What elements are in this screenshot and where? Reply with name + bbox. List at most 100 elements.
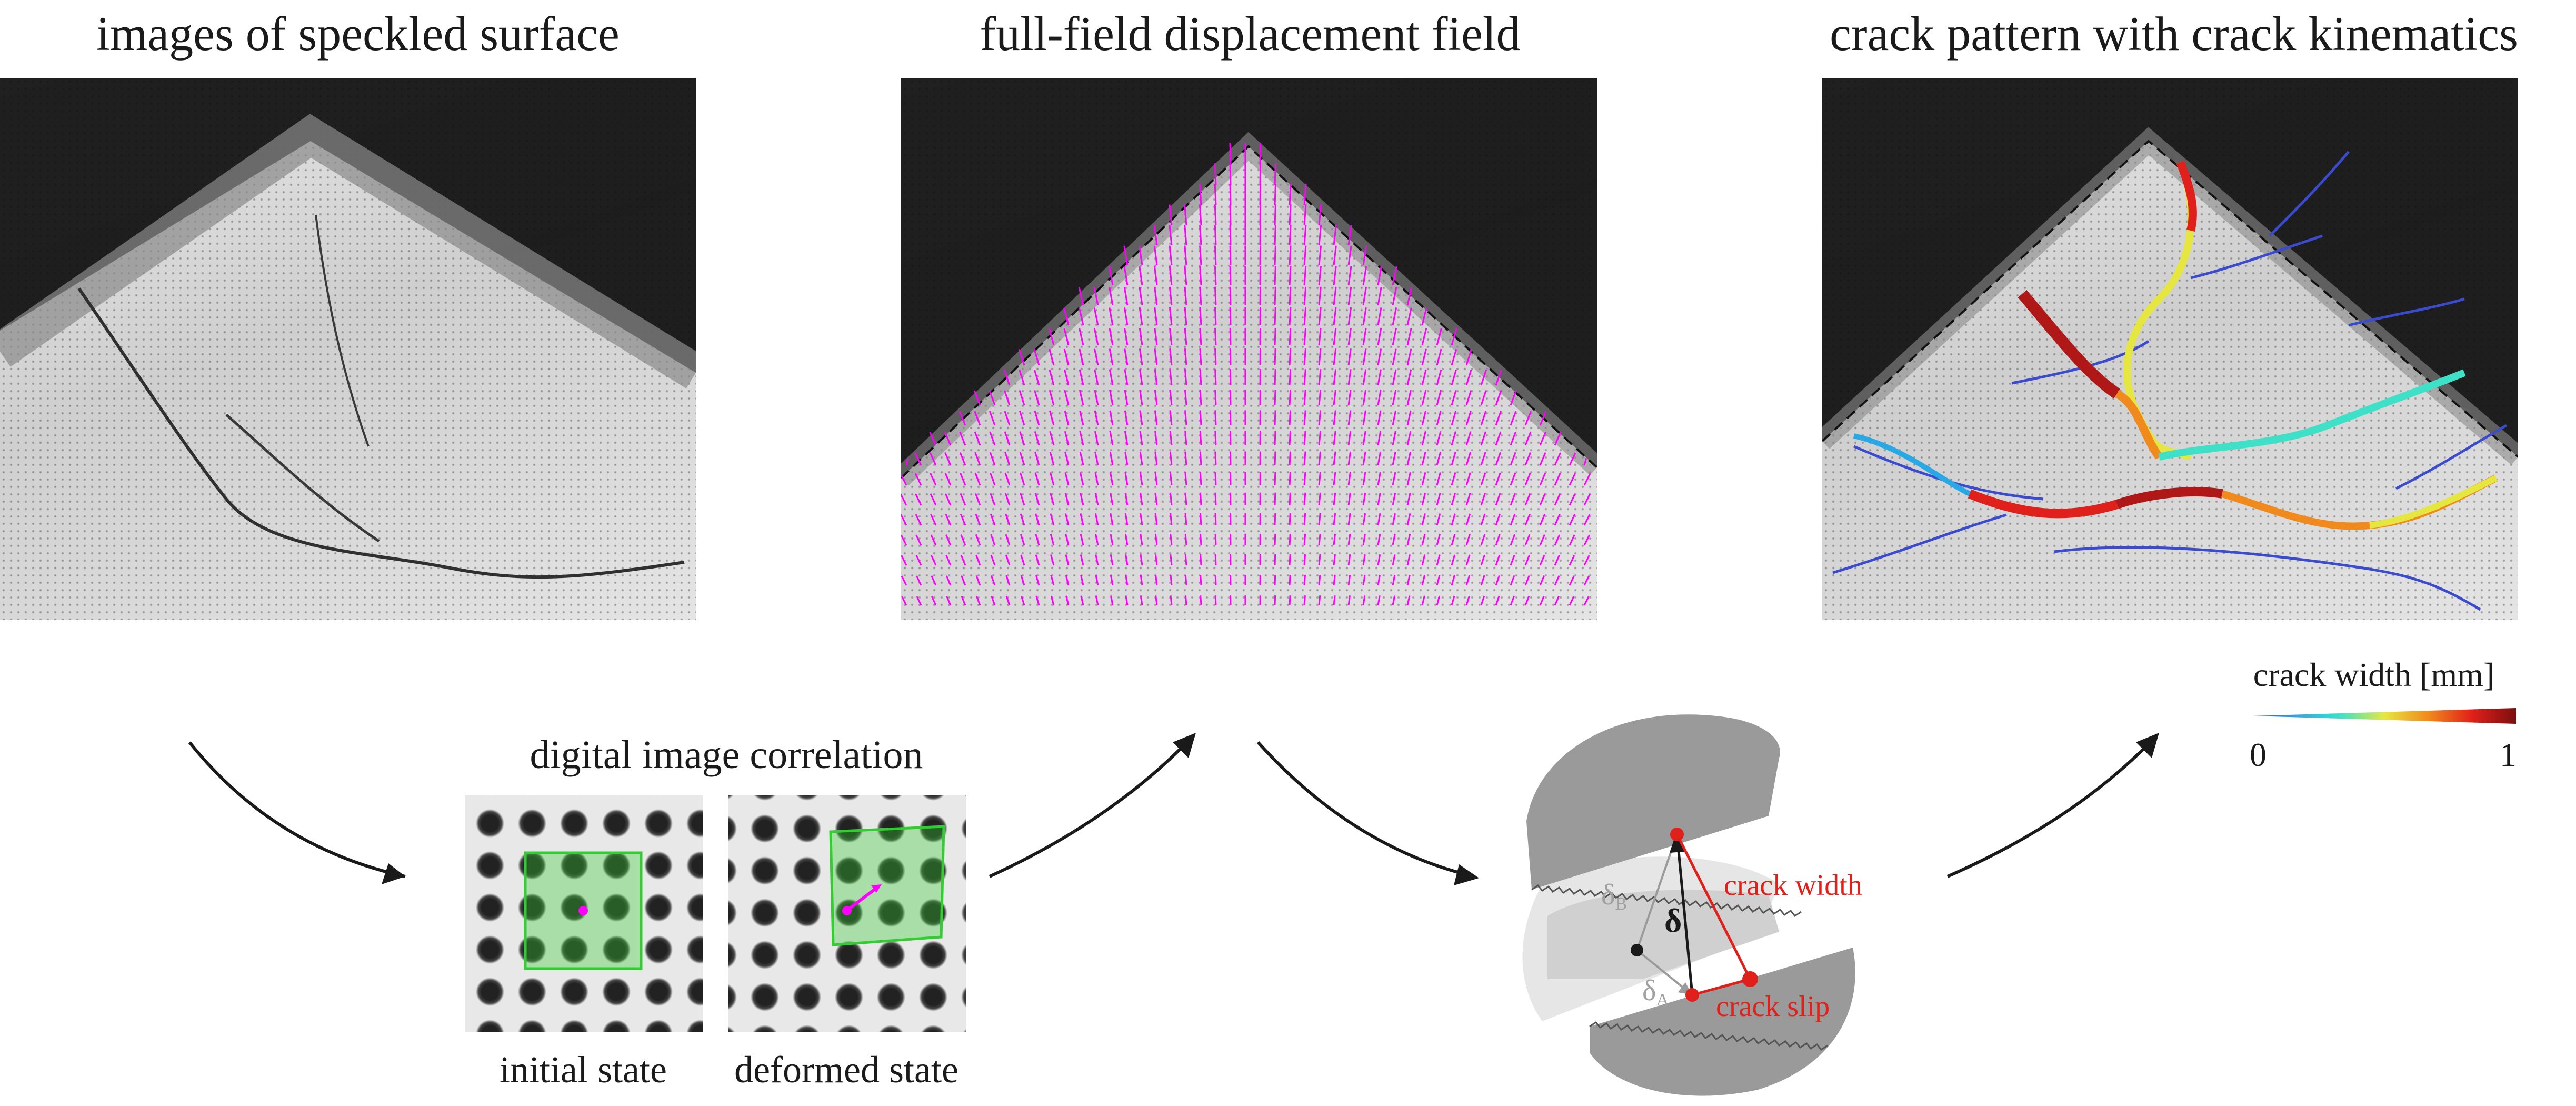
displacement-vector	[1451, 348, 1457, 366]
displacement-vector	[1362, 513, 1366, 526]
displacement-vector	[1333, 225, 1337, 246]
displacement-vector	[916, 596, 922, 606]
displacement-vector	[1184, 266, 1187, 286]
displacement-vector	[1169, 492, 1173, 506]
displacement-vector	[1094, 390, 1099, 406]
displacement-vector	[1155, 575, 1158, 586]
displacement-vector	[1004, 411, 1011, 426]
displacement-vector	[1377, 595, 1381, 606]
displacement-vector	[1377, 348, 1382, 366]
displacement-vector	[1465, 554, 1471, 566]
displacement-vector	[1436, 431, 1442, 446]
displacement-vector	[1184, 307, 1187, 326]
displacement-vector	[1049, 410, 1055, 426]
displacement-vector	[1154, 307, 1158, 326]
displacement-vector	[1019, 472, 1025, 486]
displacement-vector	[1539, 452, 1546, 466]
displacement-vector	[1421, 390, 1427, 406]
displacement-vector	[1303, 410, 1306, 426]
displacement-vector	[1094, 410, 1099, 426]
displacement-vector	[1303, 348, 1306, 366]
displacement-vector	[1124, 390, 1129, 406]
displacement-vector	[1139, 245, 1143, 266]
displacement-vector	[1169, 451, 1173, 466]
displacement-vector	[1392, 575, 1396, 586]
displacement-vector	[1362, 307, 1367, 326]
displacement-vector	[1064, 513, 1070, 526]
displacement-vector	[1392, 287, 1397, 306]
displacement-vector	[1480, 431, 1486, 446]
displacement-vector	[974, 452, 981, 466]
displacement-vector	[1289, 184, 1292, 206]
displacement-vector	[901, 596, 907, 606]
displacement-vector	[1362, 595, 1366, 606]
displacement-vector	[1303, 204, 1307, 226]
displacement-vector	[1539, 411, 1547, 426]
displacement-vector	[1465, 431, 1472, 446]
title-crack-pattern: crack pattern with crack kinematics	[1830, 7, 2518, 61]
displacement-vector	[1347, 390, 1352, 406]
displacement-vector	[1451, 328, 1457, 346]
displacement-vector	[1109, 431, 1114, 446]
displacement-vector	[1333, 533, 1336, 546]
displacement-vector	[929, 452, 937, 466]
displacement-vector	[930, 514, 937, 526]
displacement-vector	[1079, 410, 1084, 426]
displacement-vector	[1154, 390, 1158, 406]
displacement-vector	[1554, 452, 1562, 466]
displacement-vector	[960, 472, 966, 486]
displacement-vector	[1510, 452, 1516, 466]
displacement-vector	[1318, 595, 1321, 606]
displacement-vector	[1303, 472, 1306, 486]
displacement-vector	[1421, 472, 1426, 486]
displacement-vector	[1569, 452, 1576, 466]
displacement-vector	[1004, 452, 1011, 466]
displacement-vector	[1109, 451, 1114, 466]
displacement-vector	[1583, 458, 1587, 466]
displacement-vector	[1214, 431, 1217, 446]
displacement-vector	[1377, 513, 1381, 526]
displacement-vector	[1392, 328, 1397, 346]
displacement-vector	[1333, 431, 1336, 446]
displacement-vector	[945, 575, 952, 586]
displacement-vector	[1583, 534, 1591, 546]
displacement-vector	[990, 472, 996, 486]
displacement-vector	[1406, 410, 1412, 426]
displacement-vector	[1362, 245, 1367, 266]
displacement-vector	[1034, 390, 1040, 406]
displacement-vector	[975, 575, 981, 586]
displacement-vector	[1554, 555, 1560, 566]
displacement-vector	[1303, 286, 1307, 306]
displacement-vector	[1303, 184, 1307, 206]
displacement-vector	[1495, 472, 1501, 486]
displacement-vector	[1347, 328, 1352, 346]
displacement-vector	[989, 431, 996, 446]
displacement-vector	[1094, 451, 1099, 466]
displacement-vector	[1139, 369, 1143, 386]
displacement-vector	[1333, 245, 1337, 266]
displacement-vector	[1303, 390, 1306, 406]
displacement-vector	[975, 554, 981, 566]
displacement-vector	[1184, 431, 1187, 446]
displacement-vector	[901, 514, 907, 526]
displacement-vector	[1347, 307, 1352, 326]
displacement-vector	[1303, 369, 1306, 386]
displacement-vector	[1377, 554, 1381, 566]
displacement-vector	[1303, 533, 1306, 546]
displacement-vector	[1347, 286, 1352, 306]
displacement-vector	[1170, 554, 1173, 566]
displacement-vector	[1123, 245, 1129, 266]
displacement-vector	[1094, 472, 1099, 486]
displacement-vector	[1406, 287, 1413, 306]
displacement-vector	[1214, 245, 1217, 266]
displacement-vector	[1139, 410, 1143, 426]
displacement-vector	[901, 575, 907, 586]
displacement-vector	[1524, 493, 1531, 506]
displacement-vector	[1421, 451, 1426, 466]
displacement-vector	[915, 534, 922, 546]
displacement-vector	[1124, 328, 1129, 346]
displacement-vector	[1229, 472, 1232, 486]
title-displacement: full-field displacement field	[980, 7, 1521, 61]
displacement-vector	[1123, 286, 1129, 306]
displacement-vector	[1229, 410, 1232, 426]
